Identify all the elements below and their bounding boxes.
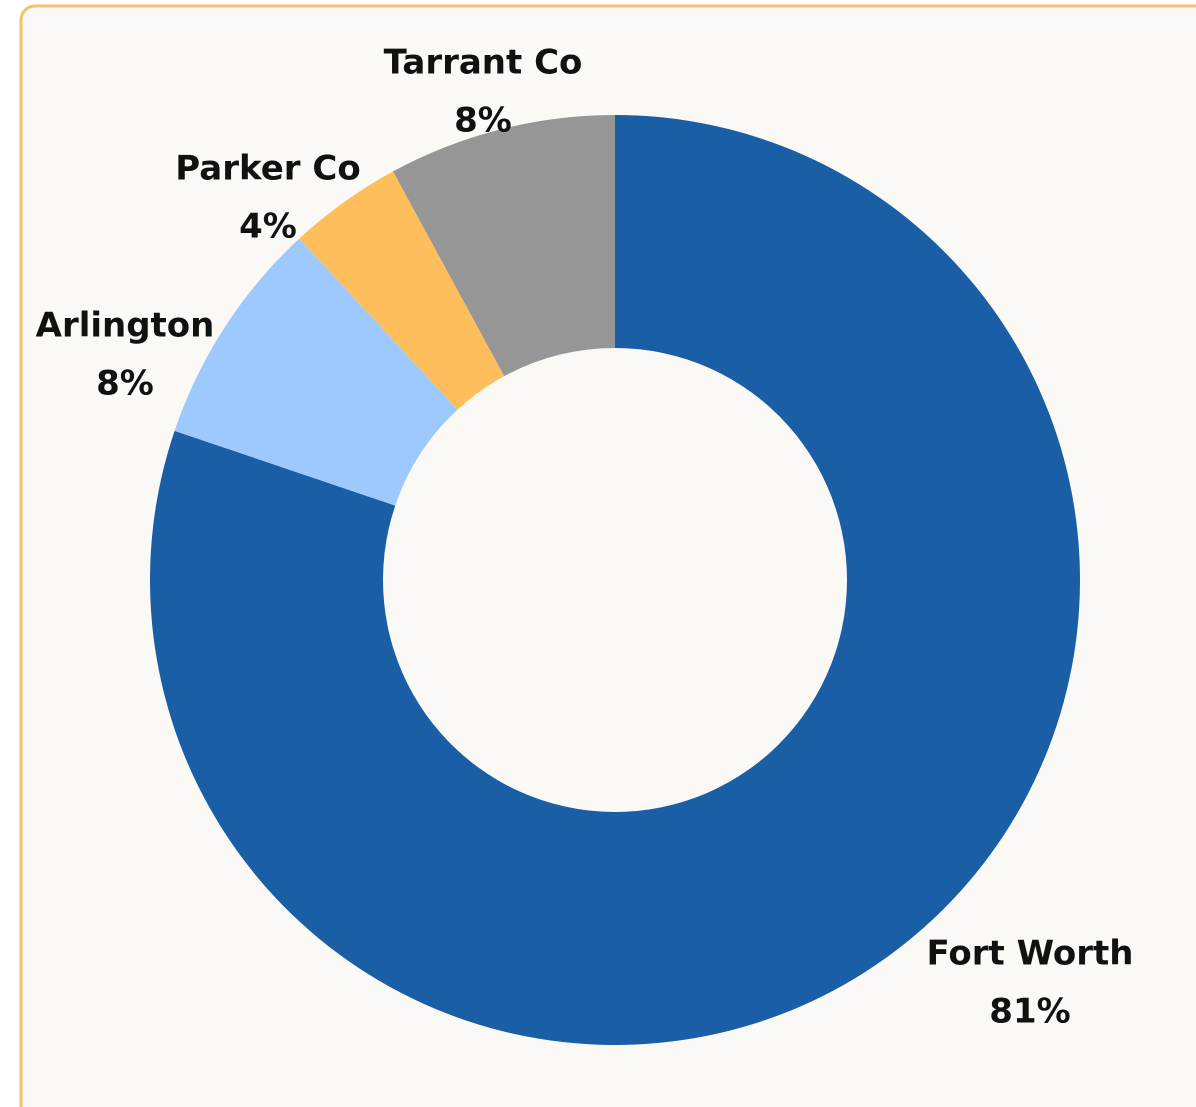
donut-slice [174, 238, 458, 506]
donut-slice [393, 115, 615, 377]
donut-slice [150, 115, 1080, 1045]
slice-label: Parker Co [175, 149, 360, 189]
slice-label: Fort Worth [927, 934, 1134, 974]
donut-slice [299, 171, 505, 410]
slice-value-label: 8% [96, 364, 154, 404]
slice-value-label: 8% [454, 101, 512, 141]
slice-value-label: 81% [989, 992, 1070, 1032]
slice-label: Arlington [36, 306, 215, 346]
slice-label: Tarrant Co [384, 43, 583, 83]
slice-value-label: 4% [239, 207, 297, 247]
